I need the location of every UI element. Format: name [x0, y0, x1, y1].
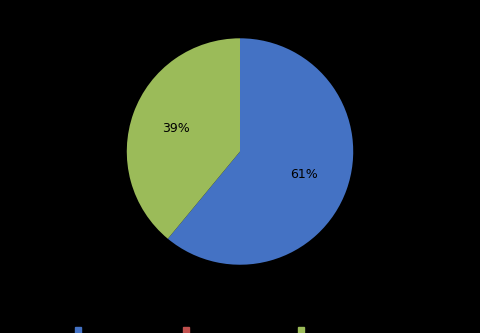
Text: 39%: 39% [162, 122, 190, 135]
Legend: Wages & Salaries, Employee Benefits, Operating Expenses: Wages & Salaries, Employee Benefits, Ope… [71, 321, 409, 333]
Wedge shape [168, 38, 353, 265]
Wedge shape [127, 38, 240, 239]
Text: 61%: 61% [290, 168, 318, 181]
